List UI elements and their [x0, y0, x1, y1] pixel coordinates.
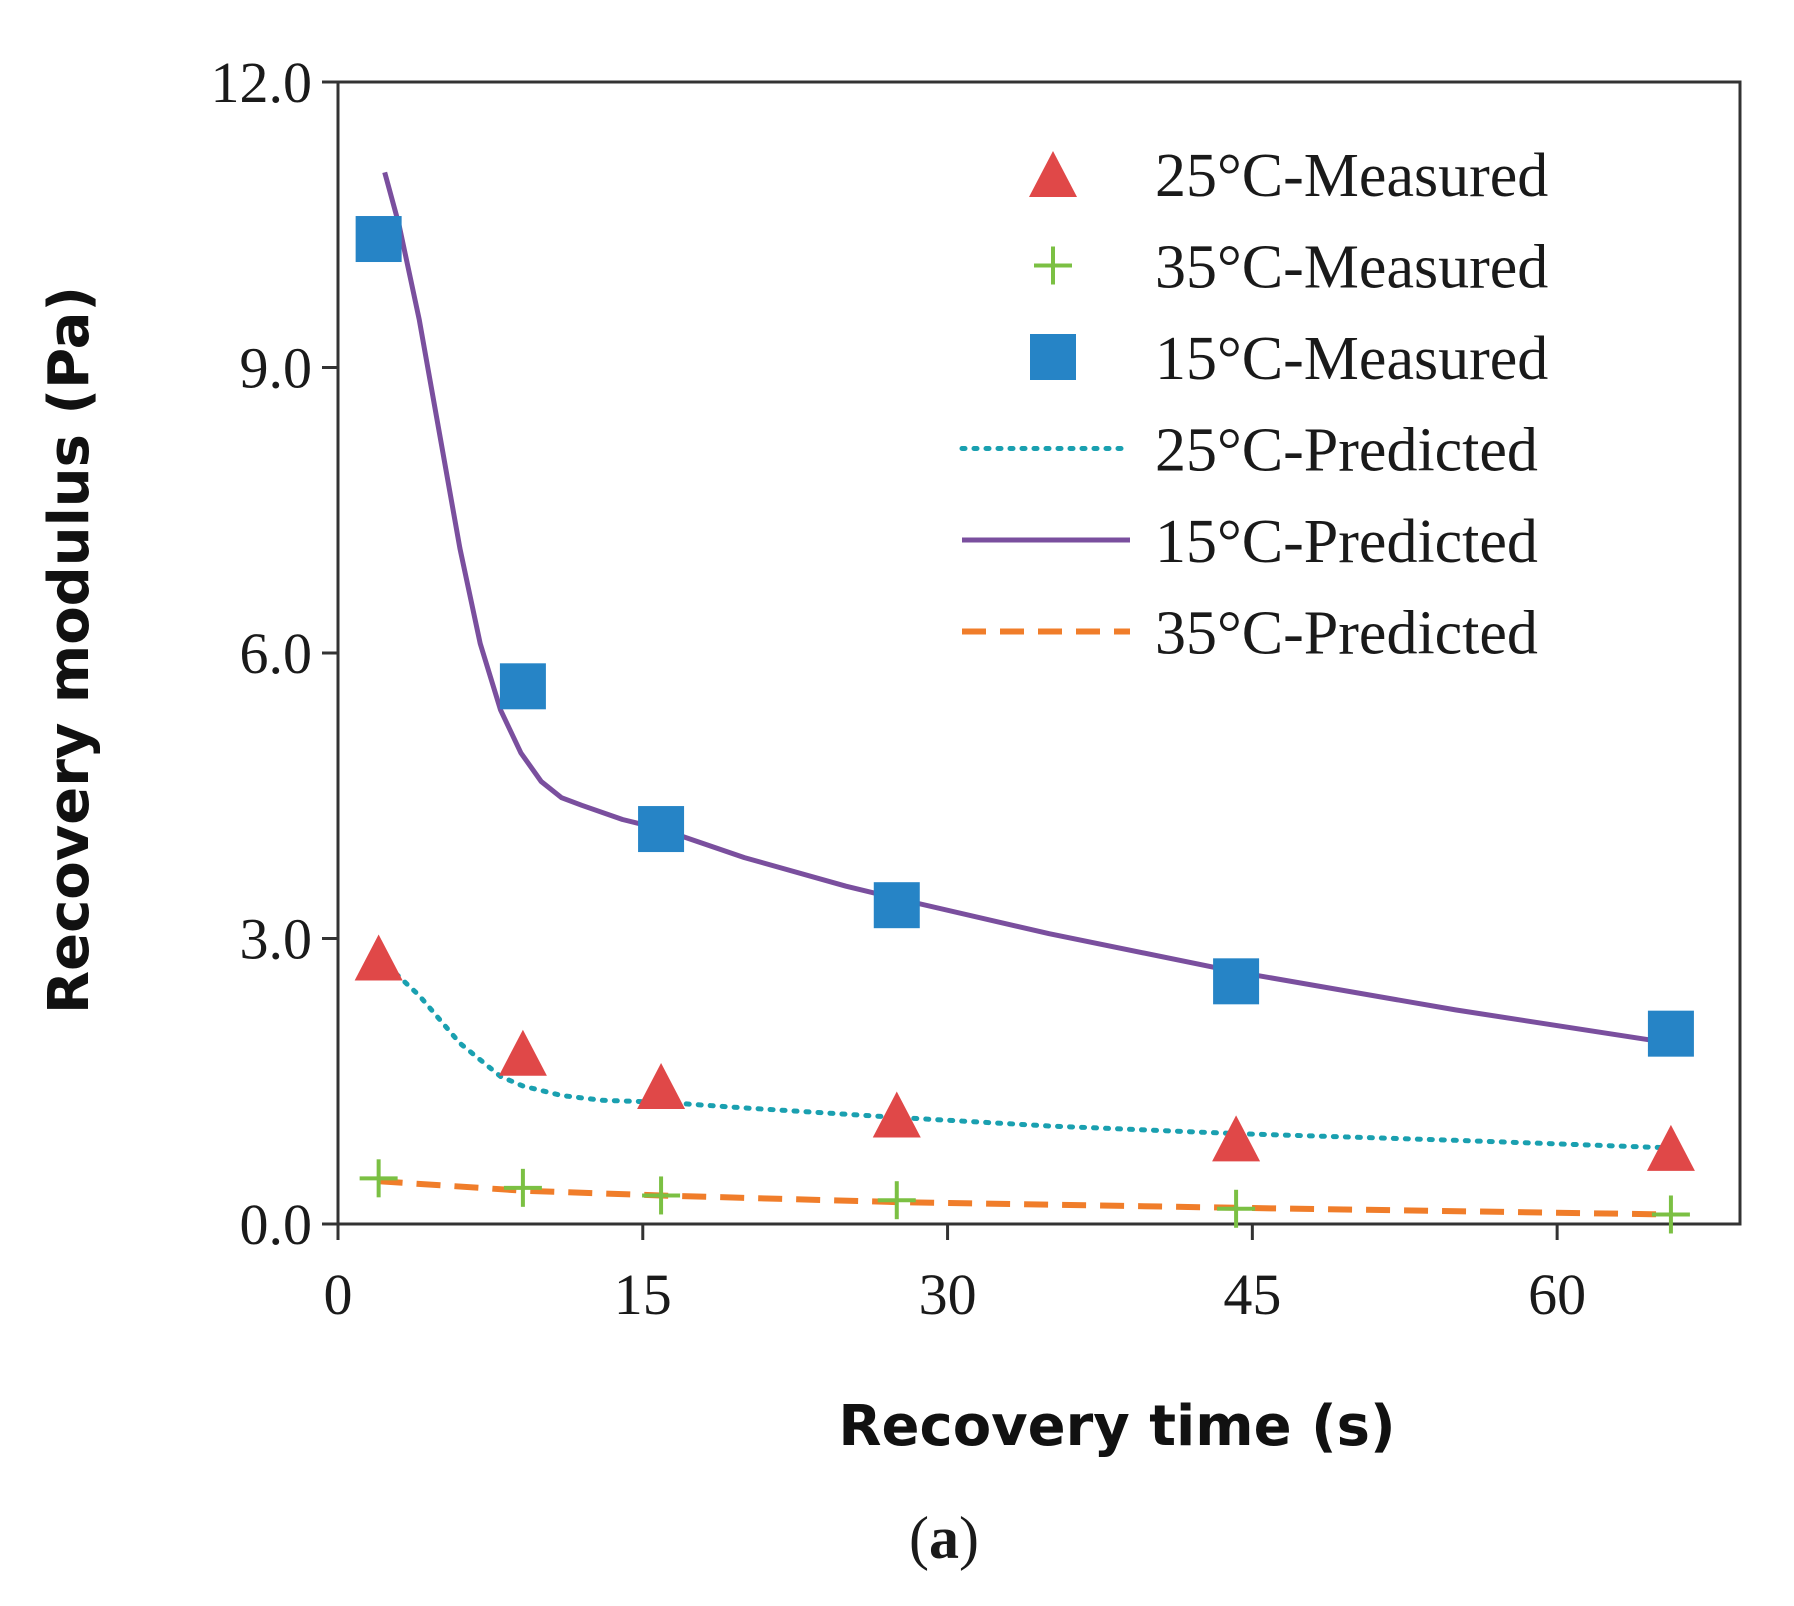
y-tick-label: 6.0 — [240, 621, 313, 686]
data-point-triangle — [1646, 1124, 1695, 1171]
caption-close-paren: ) — [959, 1505, 979, 1571]
data-point-plus — [503, 1168, 542, 1207]
caption-open-paren: ( — [909, 1505, 929, 1571]
x-tick-label: 0 — [324, 1262, 353, 1327]
data-point-square — [499, 663, 546, 710]
y-tick-label: 3.0 — [240, 907, 313, 972]
data-point-square — [1647, 1010, 1694, 1057]
y-tick-label: 0.0 — [240, 1192, 313, 1257]
data-point-square — [1213, 958, 1260, 1005]
x-axis: 0 15 30 45 60 — [324, 1224, 1586, 1327]
legend-swatch-square — [1030, 334, 1076, 380]
predicted-lines — [376, 171, 1674, 1218]
series-line-2 — [378, 1178, 1671, 1218]
legend-label: 15°C-Measured — [1155, 325, 1548, 393]
data-point-triangle — [872, 1091, 921, 1138]
data-point-triangle — [637, 1063, 686, 1110]
y-axis: 0.0 3.0 6.0 9.0 12.0 — [211, 50, 338, 1257]
legend-swatch-plus — [1034, 246, 1072, 285]
y-axis-title: Recovery modulus (Pa) — [37, 286, 102, 1014]
data-point-plus — [877, 1181, 916, 1220]
legend-label: 35°C-Measured — [1155, 234, 1548, 302]
legend-label: 25°C-Predicted — [1155, 417, 1538, 485]
legend: 25°C-Measured 35°C-Measured 15°C-Measured 2… — [959, 142, 1548, 668]
x-axis-title: Recovery time (s) — [838, 1394, 1395, 1459]
y-tick-label: 9.0 — [240, 336, 313, 401]
legend-label: 35°C-Predicted — [1155, 600, 1538, 668]
legend-swatch-triangle — [1029, 151, 1077, 197]
data-point-square — [355, 216, 402, 263]
caption-letter: a — [929, 1505, 959, 1571]
data-point-plus — [359, 1159, 398, 1198]
data-point-plus — [1651, 1195, 1690, 1234]
x-tick-label: 45 — [1223, 1262, 1281, 1327]
data-point-plus — [642, 1176, 681, 1215]
series-line-0 — [376, 955, 1674, 1151]
data-point-square — [638, 806, 685, 853]
x-tick-label: 30 — [919, 1262, 977, 1327]
figure-caption: (a) — [909, 1505, 979, 1571]
x-tick-label: 60 — [1528, 1262, 1586, 1327]
data-point-triangle — [1212, 1115, 1261, 1162]
series-line-1 — [382, 171, 1672, 1046]
legend-label: 25°C-Measured — [1155, 142, 1548, 210]
legend-label: 15°C-Predicted — [1155, 508, 1538, 576]
data-point-triangle — [354, 934, 403, 981]
data-point-square — [873, 882, 920, 929]
data-point-plus — [1217, 1189, 1256, 1228]
measured-markers — [354, 216, 1695, 1234]
y-tick-label: 12.0 — [211, 50, 313, 115]
x-tick-label: 15 — [614, 1262, 672, 1327]
data-point-triangle — [498, 1029, 547, 1076]
